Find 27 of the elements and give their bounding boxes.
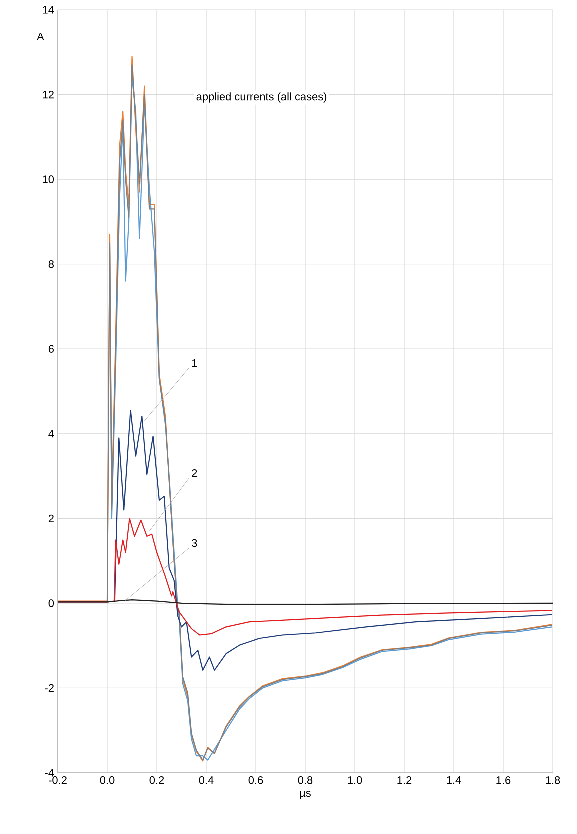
x-tick-label: 0.4 [199, 776, 214, 784]
y-axis-title: A [37, 32, 44, 40]
y-tick-label: 0 [48, 600, 54, 608]
y-tick-label: 6 [48, 345, 54, 353]
x-axis-title: µs [300, 791, 311, 800]
annotation: 2 [192, 470, 198, 478]
y-tick-label: 10 [43, 176, 54, 184]
y-tick-label: 2 [48, 514, 54, 522]
y-tick-label: 12 [43, 90, 54, 99]
y-tick-label: 8 [48, 260, 54, 268]
x-tick-label: 0.8 [298, 776, 313, 784]
y-tick-label: -2 [45, 684, 54, 692]
x-tick-label: 1.0 [348, 776, 362, 784]
y-tick-label: -4 [45, 769, 54, 777]
x-tick-label: 1.6 [496, 776, 511, 784]
x-tick-label: 1.8 [546, 776, 560, 784]
annotation: 3 [192, 539, 198, 548]
y-tick-label: 4 [48, 430, 54, 438]
x-tick-label: 1.4 [447, 776, 462, 784]
y-tick-label: 14 [43, 6, 54, 14]
x-tick-label: 0.0 [100, 776, 115, 784]
x-tick-label: 0.6 [248, 776, 264, 784]
x-tick-label: 0.2 [150, 776, 164, 784]
annotation: applied currents (all cases) [196, 92, 327, 103]
x-tick-label: 1.2 [398, 776, 412, 784]
x-tick-label: -0.2 [49, 776, 67, 784]
annotation: 1 [192, 359, 198, 367]
